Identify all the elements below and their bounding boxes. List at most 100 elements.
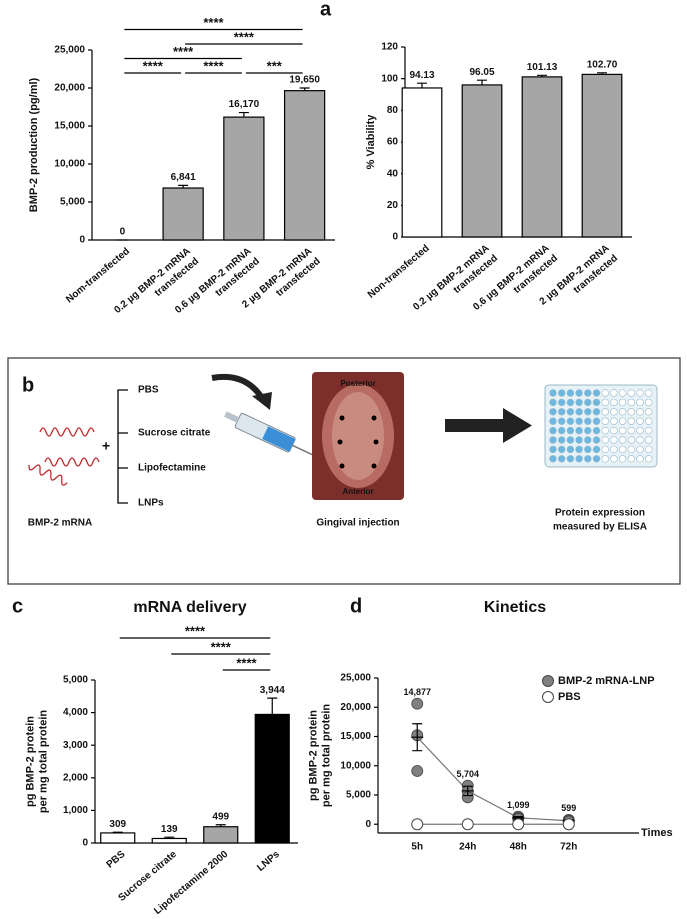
error-bar xyxy=(112,831,123,833)
well xyxy=(627,426,635,435)
well xyxy=(566,408,575,416)
curved-arrow xyxy=(211,374,265,400)
significance-label: **** xyxy=(173,44,194,59)
well xyxy=(610,426,618,435)
significance-label: **** xyxy=(203,58,224,73)
syringe xyxy=(224,411,313,456)
palate-center xyxy=(332,392,384,480)
well xyxy=(636,445,644,454)
y-axis-label: pg BMP-2 protein xyxy=(24,716,36,807)
y-tick-label: 2,000 xyxy=(63,772,88,783)
x-tick-label: Non-transfected xyxy=(366,243,432,301)
well xyxy=(644,408,653,416)
error-bar xyxy=(537,74,547,77)
well xyxy=(557,426,566,435)
x-tick-label-group: Nom-transfected xyxy=(64,246,132,306)
well xyxy=(601,398,609,407)
well xyxy=(584,398,592,407)
y-tick-label: 25,000 xyxy=(54,45,85,56)
value-label: 499 xyxy=(212,811,229,822)
well xyxy=(644,436,653,444)
error-bar xyxy=(267,697,278,715)
value-label: 101.13 xyxy=(527,62,558,73)
panel-label: b xyxy=(22,374,34,396)
well xyxy=(627,455,635,463)
well xyxy=(636,417,644,425)
injection-label: Gingival injection xyxy=(316,518,399,529)
x-tick-label: 5h xyxy=(411,842,423,853)
well xyxy=(566,445,575,454)
x-tick-label: Nom-transfected xyxy=(64,246,132,306)
panel-label: a xyxy=(320,0,332,20)
syringe-plunger xyxy=(224,411,240,423)
y-axis-label: per mg total protein xyxy=(37,710,49,814)
mrna-label: BMP-2 mRNA xyxy=(28,518,92,529)
well xyxy=(575,398,583,407)
well xyxy=(618,455,627,463)
readout-label: measured by ELISA xyxy=(553,522,647,533)
x-tick-label-group: LNPs xyxy=(255,849,282,874)
y-tick-label: 10,000 xyxy=(54,159,85,170)
y-tick-label: 120 xyxy=(381,42,398,53)
well xyxy=(644,389,653,397)
significance-label: **** xyxy=(143,58,164,73)
well xyxy=(601,408,609,416)
well xyxy=(584,455,592,463)
bar xyxy=(151,837,187,844)
bar xyxy=(100,832,136,844)
well xyxy=(644,445,653,454)
well xyxy=(618,389,627,397)
well xyxy=(636,455,644,463)
y-tick-label: 80 xyxy=(387,105,399,116)
legend-label: BMP-2 mRNA-LNP xyxy=(558,675,655,687)
well xyxy=(557,408,566,416)
option-label: Sucrose citrate xyxy=(138,428,211,439)
y-tick-label: 0 xyxy=(392,232,398,243)
x-tick-label: 48h xyxy=(510,842,527,853)
significance-label: **** xyxy=(236,655,257,670)
replicate-point xyxy=(411,765,424,777)
well xyxy=(601,417,609,425)
well xyxy=(618,445,627,454)
well xyxy=(610,389,618,397)
well xyxy=(575,455,583,463)
well xyxy=(610,455,618,463)
well xyxy=(557,445,566,454)
well xyxy=(592,398,601,407)
y-axis-label: % Viability xyxy=(365,114,377,170)
significance-label: *** xyxy=(267,58,283,73)
y-tick-label: 5,000 xyxy=(60,197,85,208)
point xyxy=(512,818,525,831)
error-bar xyxy=(417,82,427,88)
panel-label: d xyxy=(350,595,362,617)
y-tick-label: 20 xyxy=(387,200,399,211)
option-bracket xyxy=(117,389,128,504)
y-tick-label: 20,000 xyxy=(54,83,85,94)
value-label: 94.13 xyxy=(409,70,434,81)
well xyxy=(601,445,609,454)
process-arrow-head xyxy=(503,408,532,443)
photo-label: Anterior xyxy=(342,487,373,496)
well xyxy=(627,445,635,454)
legend-label: PBS xyxy=(558,691,581,703)
well xyxy=(627,436,635,444)
error-bar xyxy=(238,111,249,118)
well xyxy=(566,436,575,444)
y-tick-label: 0 xyxy=(82,838,88,849)
y-tick-label: 100 xyxy=(381,73,398,84)
bar xyxy=(581,73,623,238)
legend-marker xyxy=(542,675,554,687)
value-label: 0 xyxy=(120,227,126,238)
well xyxy=(592,426,601,435)
point xyxy=(411,818,424,831)
value-label: 5,704 xyxy=(456,769,479,779)
photo-label: Posterior xyxy=(340,379,375,388)
well xyxy=(575,408,583,416)
well xyxy=(610,408,618,416)
y-tick-label: 5,000 xyxy=(63,675,88,686)
well xyxy=(575,417,583,425)
y-tick-label: 1,000 xyxy=(63,805,88,816)
x-tick-label: PBS xyxy=(105,849,128,871)
well xyxy=(592,408,601,416)
